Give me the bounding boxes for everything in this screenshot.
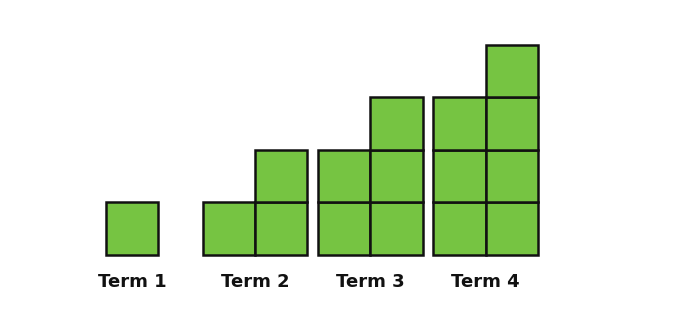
Bar (486, 150, 538, 202)
Bar (433, 202, 486, 255)
Text: Term 4: Term 4 (451, 273, 520, 291)
Bar (486, 45, 538, 97)
Bar (486, 202, 538, 255)
Bar (433, 97, 486, 150)
Bar (203, 202, 255, 255)
Bar (255, 150, 307, 202)
Bar (433, 150, 486, 202)
Bar (255, 202, 307, 255)
Text: Term 1: Term 1 (98, 273, 166, 291)
Bar (318, 150, 370, 202)
Bar (106, 202, 158, 255)
Bar (318, 202, 370, 255)
Text: Term 3: Term 3 (336, 273, 404, 291)
Bar (370, 97, 423, 150)
Bar (370, 150, 423, 202)
Bar (486, 97, 538, 150)
Text: Term 2: Term 2 (221, 273, 290, 291)
Bar (370, 202, 423, 255)
